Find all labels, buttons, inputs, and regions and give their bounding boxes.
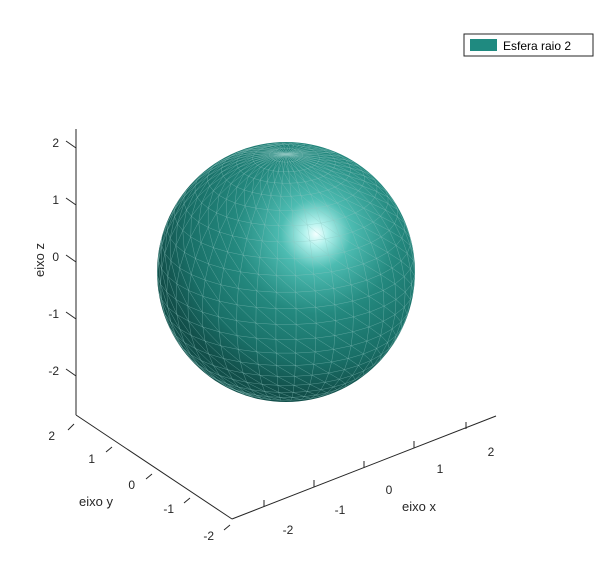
axis-ticks [65, 140, 467, 531]
z-tick-labels: 2 1 0 -1 -2 [48, 136, 59, 378]
y-tick [105, 446, 113, 453]
x-tick-label: 2 [488, 445, 495, 459]
y-tick-label: 0 [128, 478, 135, 492]
y-axis-line [75, 414, 233, 520]
y-tick-labels: 2 1 0 -1 -2 [48, 429, 214, 543]
x-tick-label: -1 [335, 503, 346, 517]
sphere-mesh-edges [157, 142, 415, 401]
z-tick-label: -2 [48, 364, 59, 378]
z-tick [65, 368, 77, 377]
y-tick [145, 473, 153, 480]
z-axis-label: eixo z [32, 243, 47, 277]
z-tick-label: -1 [48, 307, 59, 321]
y-tick [223, 524, 231, 531]
z-tick-label: 2 [52, 136, 59, 150]
x-tick-label: 0 [386, 483, 393, 497]
legend: Esfera raio 2 [463, 33, 594, 57]
legend-label: Esfera raio 2 [503, 39, 571, 53]
legend-swatch [470, 39, 497, 51]
y-tick-label: -1 [163, 502, 174, 516]
sphere-mesh [157, 142, 415, 401]
z-tick [65, 140, 77, 149]
z-tick-label: 1 [52, 193, 59, 207]
y-tick [183, 497, 191, 504]
y-tick-label: 1 [88, 452, 95, 466]
y-axis-label: eixo y [79, 494, 113, 509]
z-tick [65, 197, 77, 206]
x-tick-labels: -2 -1 0 1 2 [283, 445, 495, 537]
x-tick-label: 1 [437, 462, 444, 476]
z-tick [65, 254, 77, 263]
z-tick [65, 311, 77, 320]
y-tick-label: 2 [48, 429, 55, 443]
y-tick [67, 423, 75, 431]
y-tick-label: -2 [203, 529, 214, 543]
z-tick-label: 0 [52, 250, 59, 264]
x-tick-label: -2 [283, 523, 294, 537]
sphere-body [157, 142, 415, 402]
x-axis-label: eixo x [402, 499, 436, 514]
sphere-surface [157, 142, 415, 402]
